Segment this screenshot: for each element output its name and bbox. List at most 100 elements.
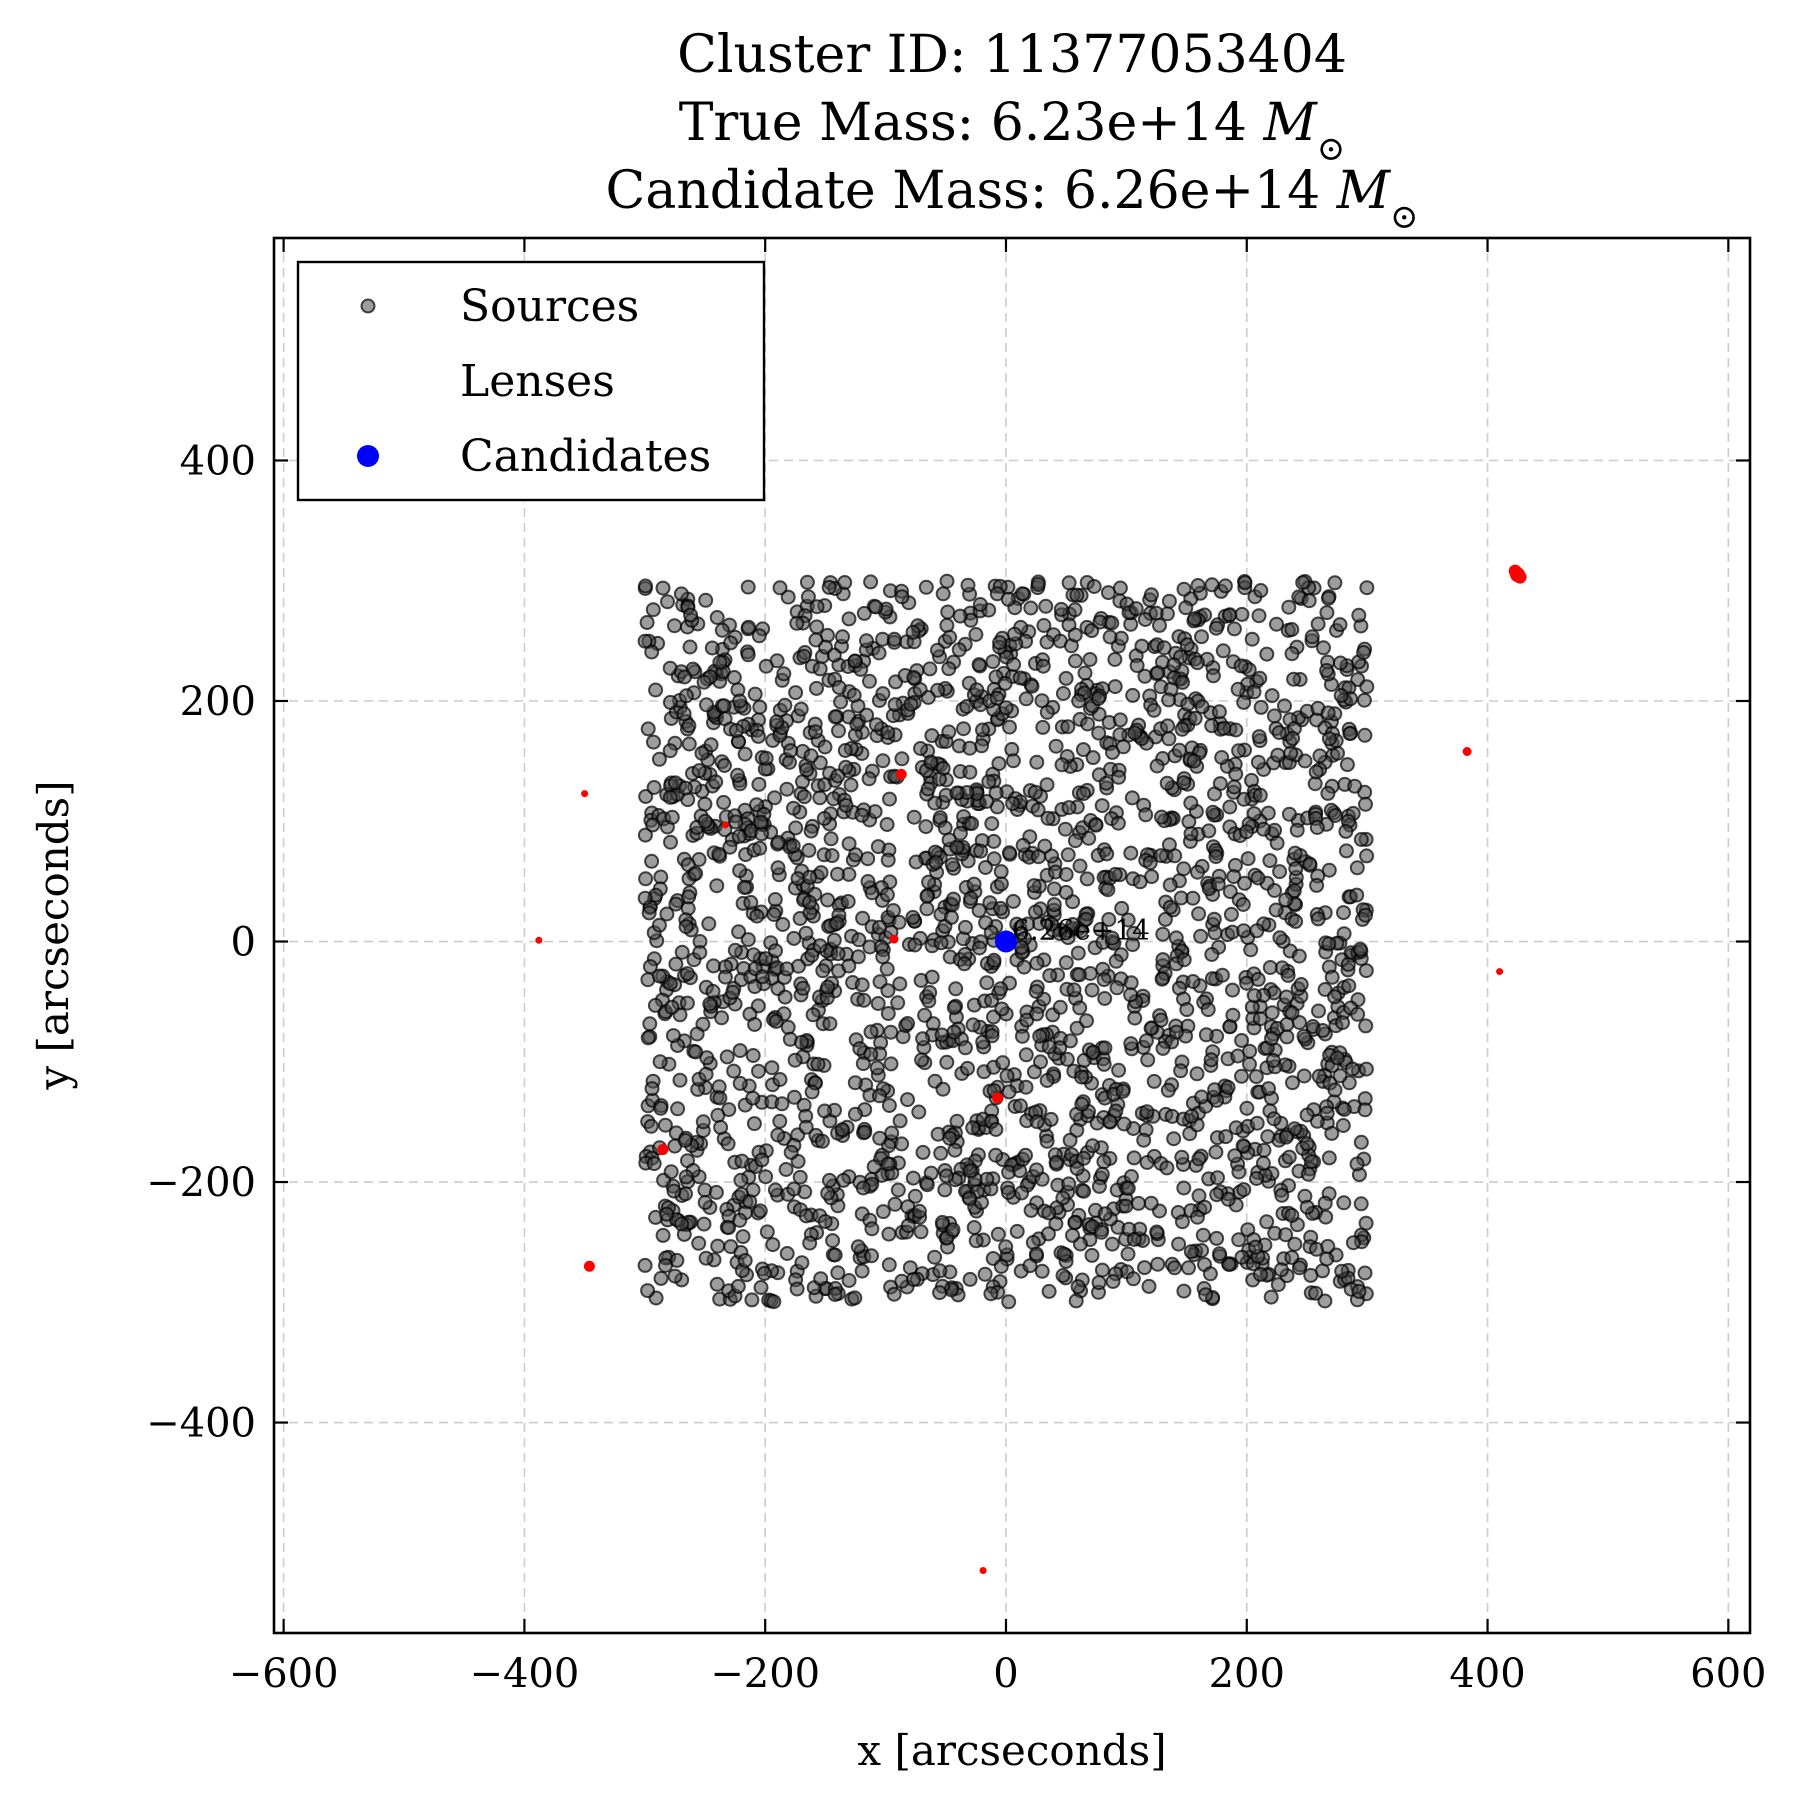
source-point	[1222, 607, 1238, 623]
source-point	[830, 768, 846, 784]
source-point	[1058, 670, 1074, 686]
source-point	[646, 1156, 662, 1172]
source-point	[1109, 980, 1125, 996]
source-point	[855, 1180, 871, 1196]
source-point	[864, 885, 880, 901]
source-point	[706, 958, 721, 974]
source-point	[1242, 1043, 1258, 1059]
axes-frame	[272, 236, 1752, 1635]
source-point	[907, 1188, 923, 1204]
source-point	[1334, 1263, 1350, 1279]
source-point	[1120, 1246, 1136, 1262]
source-point	[851, 932, 867, 948]
source-point	[1311, 1003, 1326, 1019]
source-point	[944, 857, 960, 873]
source-point	[816, 811, 832, 826]
legend-marker-candidates	[357, 445, 379, 467]
source-point	[1115, 1083, 1131, 1099]
candidate-mass-label: 6.26e+14	[1012, 914, 1150, 947]
source-point	[698, 1066, 714, 1082]
source-point	[1212, 1246, 1227, 1262]
source-point	[847, 1290, 863, 1306]
source-point	[1104, 930, 1120, 946]
source-point	[1149, 758, 1165, 774]
source-point	[1271, 725, 1287, 741]
source-point	[1060, 719, 1076, 735]
source-point	[792, 1169, 808, 1185]
source-point	[930, 642, 945, 658]
source-point	[990, 1226, 1006, 1242]
source-point	[1127, 1010, 1143, 1026]
source-point	[1077, 665, 1093, 681]
source-point	[905, 1170, 921, 1186]
source-point	[716, 794, 732, 810]
source-point	[1076, 1150, 1092, 1166]
source-point	[809, 619, 825, 635]
source-point	[1184, 1108, 1200, 1124]
source-point	[795, 980, 811, 996]
source-point	[758, 1169, 774, 1185]
source-point	[1234, 1249, 1250, 1265]
source-point	[1176, 775, 1192, 791]
source-point	[1035, 719, 1051, 735]
source-point	[960, 577, 976, 593]
source-point	[1349, 860, 1365, 876]
source-point	[721, 1102, 737, 1118]
source-point	[1288, 913, 1304, 929]
source-point	[662, 743, 678, 759]
source-point	[1159, 775, 1175, 791]
source-point	[1353, 832, 1369, 847]
source-point	[917, 1007, 933, 1023]
source-point	[1291, 948, 1307, 964]
source-point	[695, 1114, 711, 1130]
source-point	[1358, 796, 1373, 812]
source-point	[939, 1168, 954, 1184]
source-point	[1204, 947, 1220, 962]
source-point	[786, 800, 801, 816]
source-point	[1231, 743, 1247, 759]
y-tick-label: −200	[146, 1160, 256, 1206]
source-point	[1005, 796, 1021, 812]
source-point	[731, 924, 747, 940]
source-point	[841, 611, 857, 627]
source-point	[826, 647, 842, 663]
source-point	[1291, 1260, 1307, 1276]
source-point	[1071, 967, 1087, 983]
source-point	[1236, 923, 1252, 939]
source-point	[1181, 1260, 1196, 1276]
source-point	[900, 1092, 915, 1108]
source-point	[906, 670, 922, 685]
source-point	[1056, 1246, 1072, 1262]
source-point	[952, 608, 968, 624]
source-point	[946, 891, 961, 907]
source-point	[804, 947, 820, 963]
source-point	[1183, 826, 1199, 842]
source-point	[868, 717, 884, 733]
source-point	[932, 1263, 948, 1279]
source-point	[1079, 871, 1095, 887]
source-point	[1154, 971, 1170, 987]
source-point	[1287, 845, 1303, 861]
source-point	[847, 1075, 863, 1091]
source-point	[799, 574, 815, 590]
source-point	[717, 758, 732, 773]
lenses-series	[535, 564, 1527, 1574]
source-point	[1084, 1247, 1100, 1263]
source-point	[646, 734, 661, 750]
source-point	[1197, 1199, 1213, 1215]
source-point	[1235, 1138, 1251, 1154]
source-point	[688, 865, 704, 881]
source-point	[1012, 670, 1028, 686]
source-point	[767, 790, 783, 806]
source-point	[812, 938, 828, 954]
source-point	[691, 763, 707, 779]
source-point	[1039, 634, 1055, 650]
source-point	[664, 999, 680, 1015]
source-point	[1143, 587, 1159, 603]
source-point	[946, 1024, 962, 1040]
source-point	[886, 631, 902, 647]
source-point	[1253, 583, 1269, 598]
source-point	[1324, 1125, 1340, 1141]
source-point	[1256, 1142, 1272, 1158]
source-point	[723, 635, 739, 651]
